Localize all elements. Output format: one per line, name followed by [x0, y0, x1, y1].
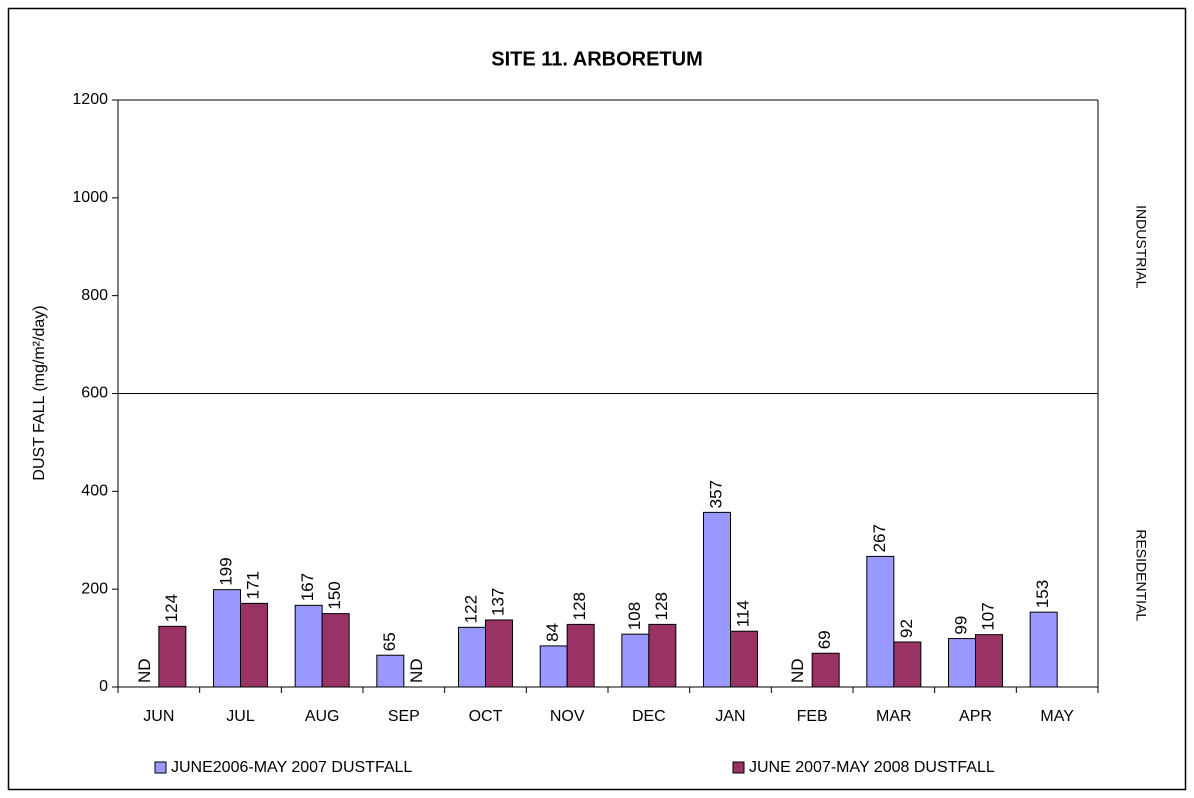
- y-tick-label: 200: [81, 580, 108, 597]
- value-label: ND: [788, 658, 807, 683]
- bar: [539, 645, 568, 688]
- bar: [213, 589, 241, 688]
- value-label: 153: [1033, 580, 1052, 608]
- x-tick-label: MAY: [1040, 708, 1074, 725]
- x-tick-label: MAR: [876, 708, 912, 725]
- value-label: 171: [243, 571, 262, 599]
- bar: [458, 626, 486, 688]
- y-tick-label: 0: [99, 678, 108, 695]
- bar: [376, 654, 405, 688]
- bar: [730, 630, 758, 688]
- bar: [294, 604, 323, 688]
- value-label: 128: [652, 592, 671, 620]
- value-label: ND: [135, 658, 154, 683]
- bar: [485, 619, 513, 688]
- legend-swatch: [732, 761, 745, 774]
- value-label: 99: [951, 616, 970, 635]
- y-tick-label: 600: [81, 385, 108, 402]
- value-label: 84: [543, 623, 562, 642]
- legend-label: JUNE 2007-MAY 2008 DUSTFALL: [749, 759, 995, 776]
- zone-label: INDUSTRIAL: [1133, 205, 1149, 288]
- value-label: 199: [216, 557, 235, 585]
- zone-label: RESIDENTIAL: [1133, 529, 1149, 621]
- x-tick-label: JUN: [143, 708, 174, 725]
- value-label: 122: [461, 595, 480, 623]
- bar: [321, 613, 350, 688]
- value-label: 114: [733, 600, 752, 627]
- y-tick-label: 1200: [72, 91, 108, 108]
- value-label: 150: [325, 581, 344, 609]
- value-label: 124: [162, 594, 181, 622]
- x-tick-label: JAN: [715, 708, 745, 725]
- value-label: 167: [298, 573, 317, 601]
- value-label: 357: [706, 480, 725, 508]
- y-tick-label: 400: [81, 483, 108, 500]
- chart-title: SITE 11. ARBORETUM: [491, 48, 703, 70]
- bar: [893, 641, 922, 688]
- bar: [240, 602, 268, 688]
- legend-swatch: [154, 761, 167, 774]
- bar: [648, 623, 677, 688]
- x-tick-label: AUG: [305, 708, 340, 725]
- y-axis-label: DUST FALL (mg/m²/day): [31, 305, 48, 480]
- value-label: 107: [978, 602, 997, 630]
- bar: [621, 633, 650, 688]
- value-label: 137: [488, 588, 507, 616]
- bar: [948, 638, 976, 688]
- value-label: ND: [407, 658, 426, 683]
- x-tick-label: FEB: [797, 708, 828, 725]
- value-label: 128: [570, 592, 589, 620]
- x-tick-label: OCT: [469, 708, 503, 725]
- x-tick-label: APR: [959, 708, 992, 725]
- value-label: 69: [815, 630, 834, 649]
- value-label: 65: [380, 632, 399, 651]
- y-tick-label: 800: [81, 287, 108, 304]
- bar: [975, 634, 1003, 688]
- bar: [158, 625, 187, 688]
- bar: [1029, 611, 1058, 688]
- value-label: 92: [897, 619, 916, 638]
- x-tick-label: NOV: [550, 708, 585, 725]
- bar: [866, 555, 895, 688]
- bar: [703, 511, 731, 688]
- x-tick-label: SEP: [388, 708, 420, 725]
- legend-label: JUNE2006-MAY 2007 DUSTFALL: [171, 759, 412, 776]
- bar: [566, 623, 595, 688]
- x-tick-label: DEC: [632, 708, 666, 725]
- value-label: 108: [625, 602, 644, 630]
- y-tick-label: 1000: [72, 189, 108, 206]
- value-label: 267: [870, 524, 889, 552]
- x-tick-label: JUL: [226, 708, 255, 725]
- bar: [811, 652, 840, 688]
